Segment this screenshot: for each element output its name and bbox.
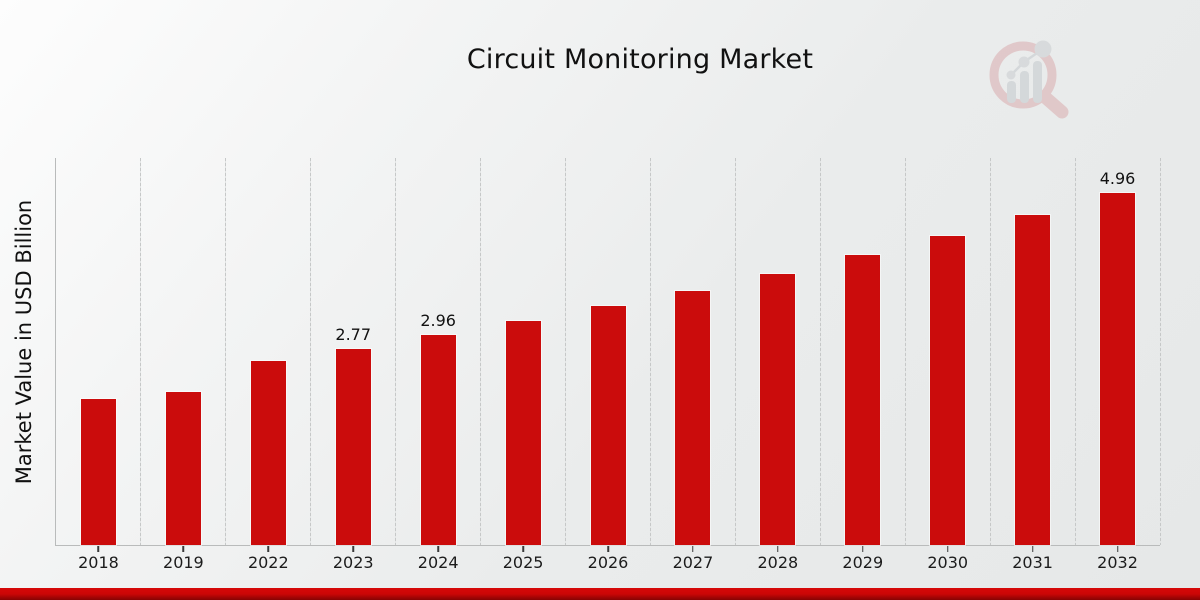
x-tick <box>352 546 354 552</box>
bar-2018 <box>80 399 116 545</box>
bar-2022 <box>250 360 286 545</box>
x-tick-label: 2023 <box>332 553 374 572</box>
bar-2027 <box>675 290 711 545</box>
x-tick-label: 2028 <box>757 553 799 572</box>
x-tick <box>862 546 864 552</box>
gridline <box>989 158 991 545</box>
gridline <box>310 158 312 545</box>
x-tick <box>97 546 100 552</box>
bar-2029 <box>845 255 881 545</box>
x-tick <box>1116 546 1119 552</box>
x-tick <box>182 546 185 552</box>
x-tick <box>777 546 779 552</box>
x-tick-label: 2029 <box>842 553 884 572</box>
gridline <box>649 158 651 545</box>
x-tick <box>267 546 270 552</box>
bar-2032 <box>1100 193 1136 545</box>
x-tick-label: 2026 <box>587 553 629 572</box>
bar-value-label: 4.96 <box>1099 169 1136 189</box>
x-tick <box>1031 546 1034 552</box>
x-tick <box>522 546 524 552</box>
gridline <box>565 158 567 545</box>
plot-area: 2018 2019 2022 2.77 2023 2.96 2024 2025 2026 2027… <box>55 158 1161 572</box>
bar-2024 <box>420 335 456 545</box>
gridline <box>1159 158 1161 545</box>
gridline <box>225 158 227 545</box>
x-tick-label: 2024 <box>417 553 459 572</box>
gridline <box>819 158 821 545</box>
gridline <box>734 158 736 545</box>
x-tick <box>692 546 694 552</box>
x-tick-label: 2018 <box>78 553 119 572</box>
gridline <box>480 158 482 545</box>
bar-2025 <box>505 321 541 545</box>
gridline <box>395 158 397 545</box>
x-tick-label: 2027 <box>672 553 714 572</box>
x-tick-label: 2022 <box>247 553 289 572</box>
x-tick-label: 2032 <box>1097 553 1138 572</box>
bar-2019 <box>165 391 201 545</box>
gridline <box>140 158 142 545</box>
x-tick-label: 2030 <box>927 553 969 572</box>
x-tick <box>437 546 439 552</box>
x-tick-label: 2025 <box>502 553 544 572</box>
gridline <box>904 158 906 545</box>
bar-value-label: 2.96 <box>420 311 456 331</box>
chart-title: Circuit Monitoring Market <box>466 44 814 75</box>
x-tick-label: 2031 <box>1012 553 1053 572</box>
gridline <box>1074 158 1076 545</box>
footer-band <box>0 588 1200 600</box>
bar-2026 <box>590 306 626 545</box>
x-tick <box>946 546 949 552</box>
x-tick-label: 2019 <box>163 553 204 572</box>
x-tick <box>607 546 609 552</box>
bar-2028 <box>760 273 796 545</box>
bar-value-label: 2.77 <box>335 324 372 344</box>
bar-2030 <box>930 235 966 545</box>
bar-2031 <box>1015 215 1051 545</box>
bar-2023 <box>335 348 371 545</box>
magnifier-bar-chart-logo-icon <box>989 40 1069 119</box>
y-axis-label: Market Value in USD Billion <box>12 199 36 485</box>
